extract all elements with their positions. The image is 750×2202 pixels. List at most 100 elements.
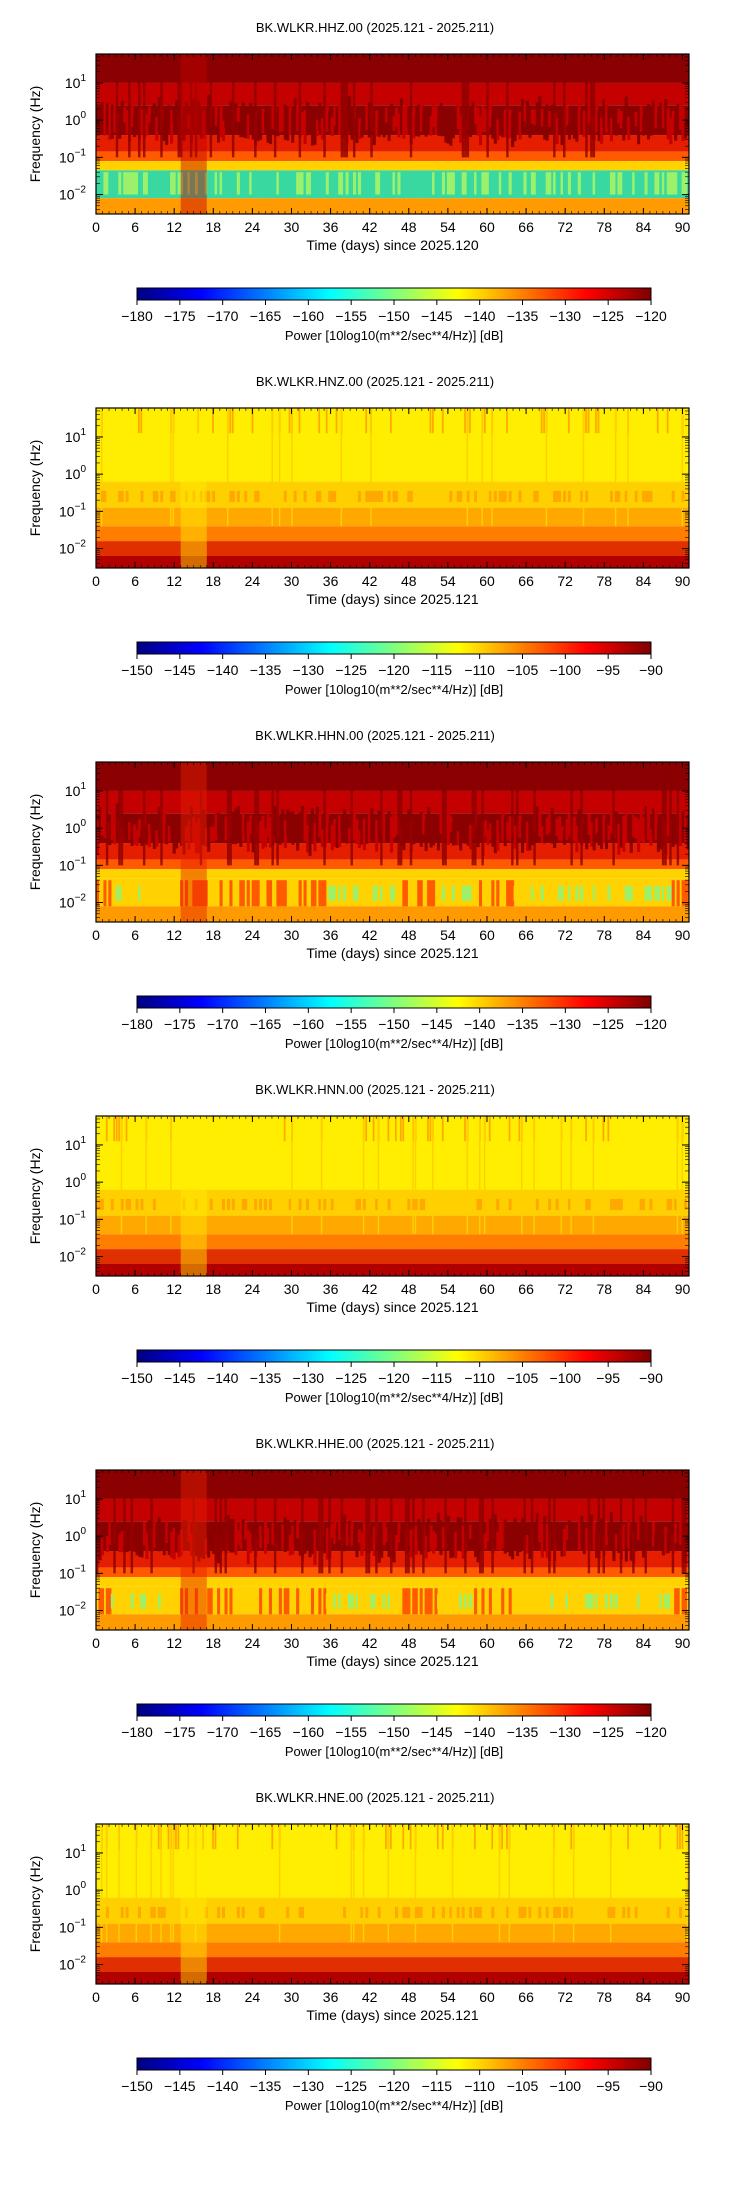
x-axis-label: Time (days) since 2025.120 (306, 237, 478, 253)
x-tick-label: 84 (636, 1989, 652, 2005)
colorbar-label: Power [10log10(m**2/sec**4/Hz)] [dB] (285, 328, 503, 343)
x-tick-label: 6 (131, 573, 139, 589)
colorbar-label: Power [10log10(m**2/sec**4/Hz)] [dB] (285, 682, 503, 697)
x-tick-label: 60 (479, 927, 495, 943)
colorbar-label: Power [10log10(m**2/sec**4/Hz)] [dB] (285, 2098, 503, 2113)
colorbar-tick-label: −135 (250, 2078, 282, 2094)
colorbar-tick-label: −170 (207, 308, 239, 324)
spectrogram-panel-4: BK.WLKR.HHE.00 (2025.121 - 2025.211) 0 6 12… (27, 1436, 690, 1759)
colorbar-tick-label: −180 (121, 308, 153, 324)
y-axis-label: Frequency (Hz) (27, 86, 43, 182)
y-tick-label: 10−2 (59, 893, 86, 911)
y-tick-label: 101 (65, 1135, 87, 1153)
y-tick-label: 101 (65, 1489, 87, 1507)
x-tick-label: 54 (440, 1635, 456, 1651)
x-tick-label: 60 (479, 573, 495, 589)
colorbar-tick-label: −90 (639, 662, 663, 678)
chart-title: BK.WLKR.HNZ.00 (2025.121 - 2025.211) (256, 374, 494, 389)
x-tick-label: 72 (557, 573, 573, 589)
x-tick-label: 12 (166, 927, 182, 943)
x-tick-label: 6 (131, 219, 139, 235)
x-tick-label: 48 (401, 927, 417, 943)
x-tick-label: 12 (166, 219, 182, 235)
x-tick-label: 72 (557, 1635, 573, 1651)
x-tick-label: 0 (92, 1989, 100, 2005)
y-tick-label: 10−2 (59, 539, 86, 557)
colorbar-tick-label: −95 (596, 2078, 620, 2094)
x-tick-label: 78 (596, 1989, 612, 2005)
colorbar-tick-label: −150 (121, 1370, 153, 1386)
colorbar-tick-label: −175 (164, 308, 196, 324)
colorbar-tick-label: −100 (550, 2078, 582, 2094)
x-tick-label: 84 (636, 1281, 652, 1297)
x-tick-label: 90 (675, 573, 691, 589)
colorbar-tick-label: −140 (464, 308, 496, 324)
colorbar-tick-label: −135 (250, 1370, 282, 1386)
x-tick-label: 12 (166, 1989, 182, 2005)
colorbar-tick-label: −125 (335, 2078, 367, 2094)
x-tick-label: 18 (206, 1635, 222, 1651)
x-tick-label: 12 (166, 1635, 182, 1651)
colorbar-tick-label: −165 (250, 1016, 282, 1032)
x-tick-label: 18 (206, 927, 222, 943)
spectrogram-panel-2: BK.WLKR.HHN.00 (2025.121 - 2025.211) 0 6 12… (27, 728, 690, 1051)
y-tick-label: 100 (65, 818, 87, 836)
colorbar-tick-label: −130 (550, 308, 582, 324)
x-tick-label: 78 (596, 927, 612, 943)
x-tick-label: 72 (557, 1989, 573, 2005)
x-tick-label: 78 (596, 1281, 612, 1297)
x-tick-label: 66 (518, 927, 534, 943)
colorbar-tick-label: −90 (639, 1370, 663, 1386)
plot-frame (95, 761, 690, 923)
colorbar-tick-label: −125 (592, 1016, 624, 1032)
colorbar-tick-label: −115 (422, 1370, 453, 1386)
chart-title: BK.WLKR.HNE.00 (2025.121 - 2025.211) (256, 1790, 495, 1805)
y-tick-label: 100 (65, 1880, 87, 1898)
x-tick-label: 90 (675, 219, 691, 235)
y-tick-label: 101 (65, 1843, 87, 1861)
colorbar-tick-label: −170 (207, 1724, 239, 1740)
colorbar-tick-label: −155 (335, 1016, 367, 1032)
x-tick-label: 30 (284, 927, 300, 943)
colorbar-tick-label: −170 (207, 1016, 239, 1032)
x-tick-label: 72 (557, 219, 573, 235)
colorbar-tick-label: −120 (378, 2078, 410, 2094)
colorbar-tick-label: −135 (507, 308, 539, 324)
x-tick-label: 42 (362, 927, 378, 943)
x-tick-label: 60 (479, 1989, 495, 2005)
plot-frame (95, 1115, 690, 1277)
y-tick-label: 10−2 (59, 1247, 86, 1265)
y-tick-label: 10−1 (59, 1209, 86, 1227)
colorbar (136, 641, 652, 655)
x-axis-label: Time (days) since 2025.121 (306, 1653, 478, 1669)
colorbar-tick-label: −180 (121, 1724, 153, 1740)
plot-frame (95, 1469, 690, 1631)
x-tick-label: 18 (206, 1989, 222, 2005)
x-tick-label: 30 (284, 1635, 300, 1651)
x-tick-label: 0 (92, 219, 100, 235)
colorbar (136, 2057, 652, 2071)
colorbar-tick-label: −105 (507, 1370, 539, 1386)
plot-frame (95, 407, 690, 569)
colorbar-tick-label: −105 (507, 662, 539, 678)
colorbar-tick-label: −150 (378, 1016, 410, 1032)
x-tick-label: 30 (284, 1989, 300, 2005)
colorbar-tick-label: −140 (207, 2078, 239, 2094)
x-tick-label: 66 (518, 1989, 534, 2005)
x-tick-label: 12 (166, 1281, 182, 1297)
colorbar-tick-label: −130 (550, 1016, 582, 1032)
y-tick-label: 100 (65, 1526, 87, 1544)
spectrogram-image (96, 1470, 689, 1630)
x-tick-label: 36 (323, 1989, 339, 2005)
colorbar-tick-label: −95 (596, 662, 620, 678)
colorbar-tick-label: −160 (293, 1016, 325, 1032)
y-axis-label: Frequency (Hz) (27, 1148, 43, 1244)
spectrogram-panel-5: BK.WLKR.HNE.00 (2025.121 - 2025.211) 0 6 12… (27, 1790, 690, 2113)
x-tick-label: 78 (596, 1635, 612, 1651)
colorbar-tick-label: −125 (335, 1370, 367, 1386)
y-axis-label: Frequency (Hz) (27, 440, 43, 536)
colorbar-tick-label: −150 (121, 662, 153, 678)
y-tick-label: 10−1 (59, 1917, 86, 1935)
